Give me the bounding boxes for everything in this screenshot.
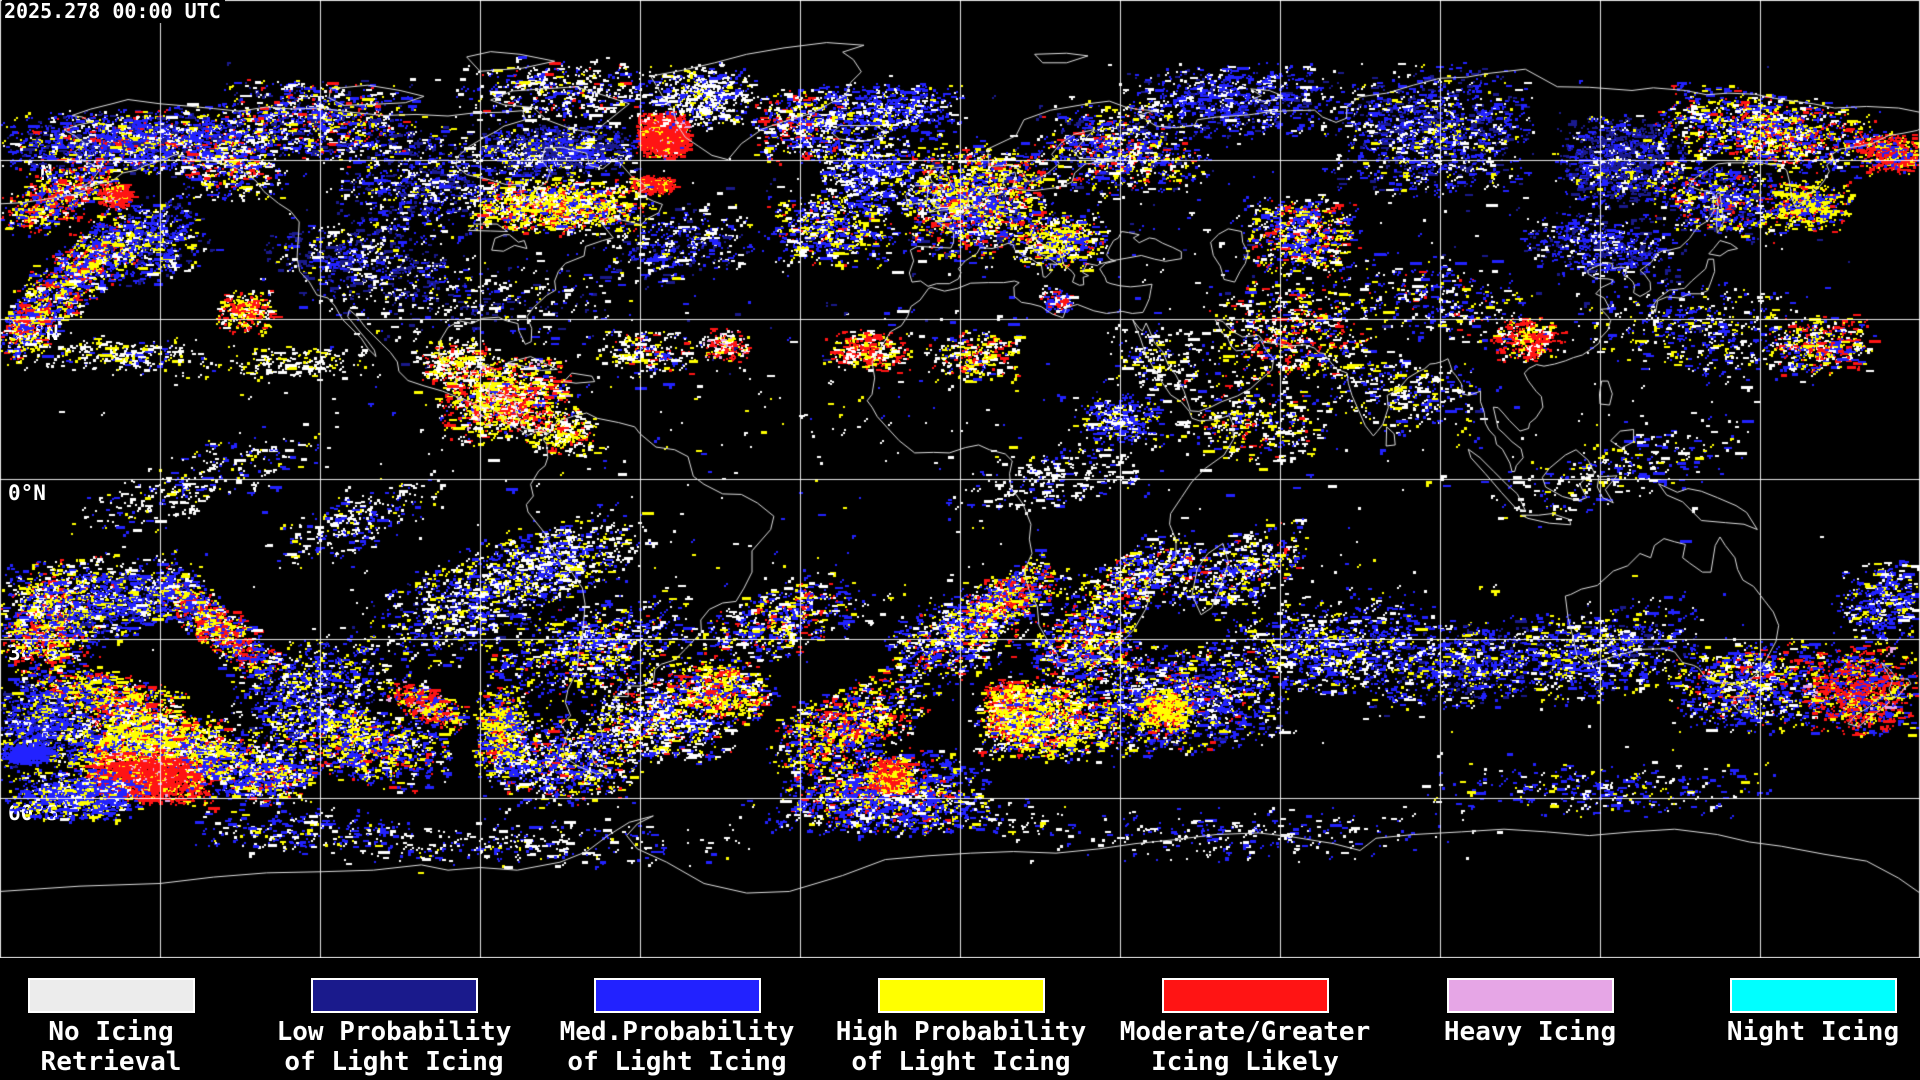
legend-item-night-icing: Night Icing xyxy=(1673,958,1920,1047)
legend-label-line1: Heavy Icing xyxy=(1443,1017,1617,1047)
world-icing-map-canvas xyxy=(0,0,1920,958)
legend-item-heavy-icing: Heavy Icing xyxy=(1390,958,1670,1047)
legend-label-line2: Icing Likely xyxy=(1151,1047,1339,1077)
legend-swatch-low-probability xyxy=(310,978,478,1013)
legend-swatch-moderate-greater xyxy=(1161,978,1329,1013)
legend-label-line2: Retrieval xyxy=(40,1047,182,1077)
legend-swatch-no-icing xyxy=(27,978,195,1013)
legend-item-high-probability: High Probability of Light Icing xyxy=(821,958,1101,1077)
legend-label-line1: High Probability xyxy=(835,1017,1087,1047)
legend-label-line2: of Light Icing xyxy=(284,1047,504,1077)
legend-label-line2: of Light Icing xyxy=(851,1047,1071,1077)
legend-label-line1: No Icing xyxy=(48,1017,174,1047)
legend-label-line1: Low Probability xyxy=(276,1017,512,1047)
legend: No Icing Retrieval Low Probability of Li… xyxy=(0,958,1920,1080)
legend-swatch-high-probability xyxy=(877,978,1045,1013)
legend-swatch-night-icing xyxy=(1729,978,1897,1013)
legend-label-line1: Med.Probability xyxy=(559,1017,795,1047)
legend-item-no-icing: No Icing Retrieval xyxy=(0,958,251,1077)
timestamp: 2025.278 00:00 UTC xyxy=(2,0,225,23)
legend-label-line1: Night Icing xyxy=(1726,1017,1900,1047)
legend-item-low-probability: Low Probability of Light Icing xyxy=(254,958,534,1077)
legend-item-med-probability: Med.Probability of Light Icing xyxy=(537,958,817,1077)
legend-item-moderate-greater: Moderate/Greater Icing Likely xyxy=(1105,958,1385,1077)
legend-swatch-med-probability xyxy=(593,978,761,1013)
legend-label-line2: of Light Icing xyxy=(567,1047,787,1077)
world-map-area: N 30°N 0°N 30°S 60°S 2025.278 00:00 UTC xyxy=(0,0,1920,958)
legend-label-line1: Moderate/Greater xyxy=(1119,1017,1371,1047)
legend-swatch-heavy-icing xyxy=(1446,978,1614,1013)
